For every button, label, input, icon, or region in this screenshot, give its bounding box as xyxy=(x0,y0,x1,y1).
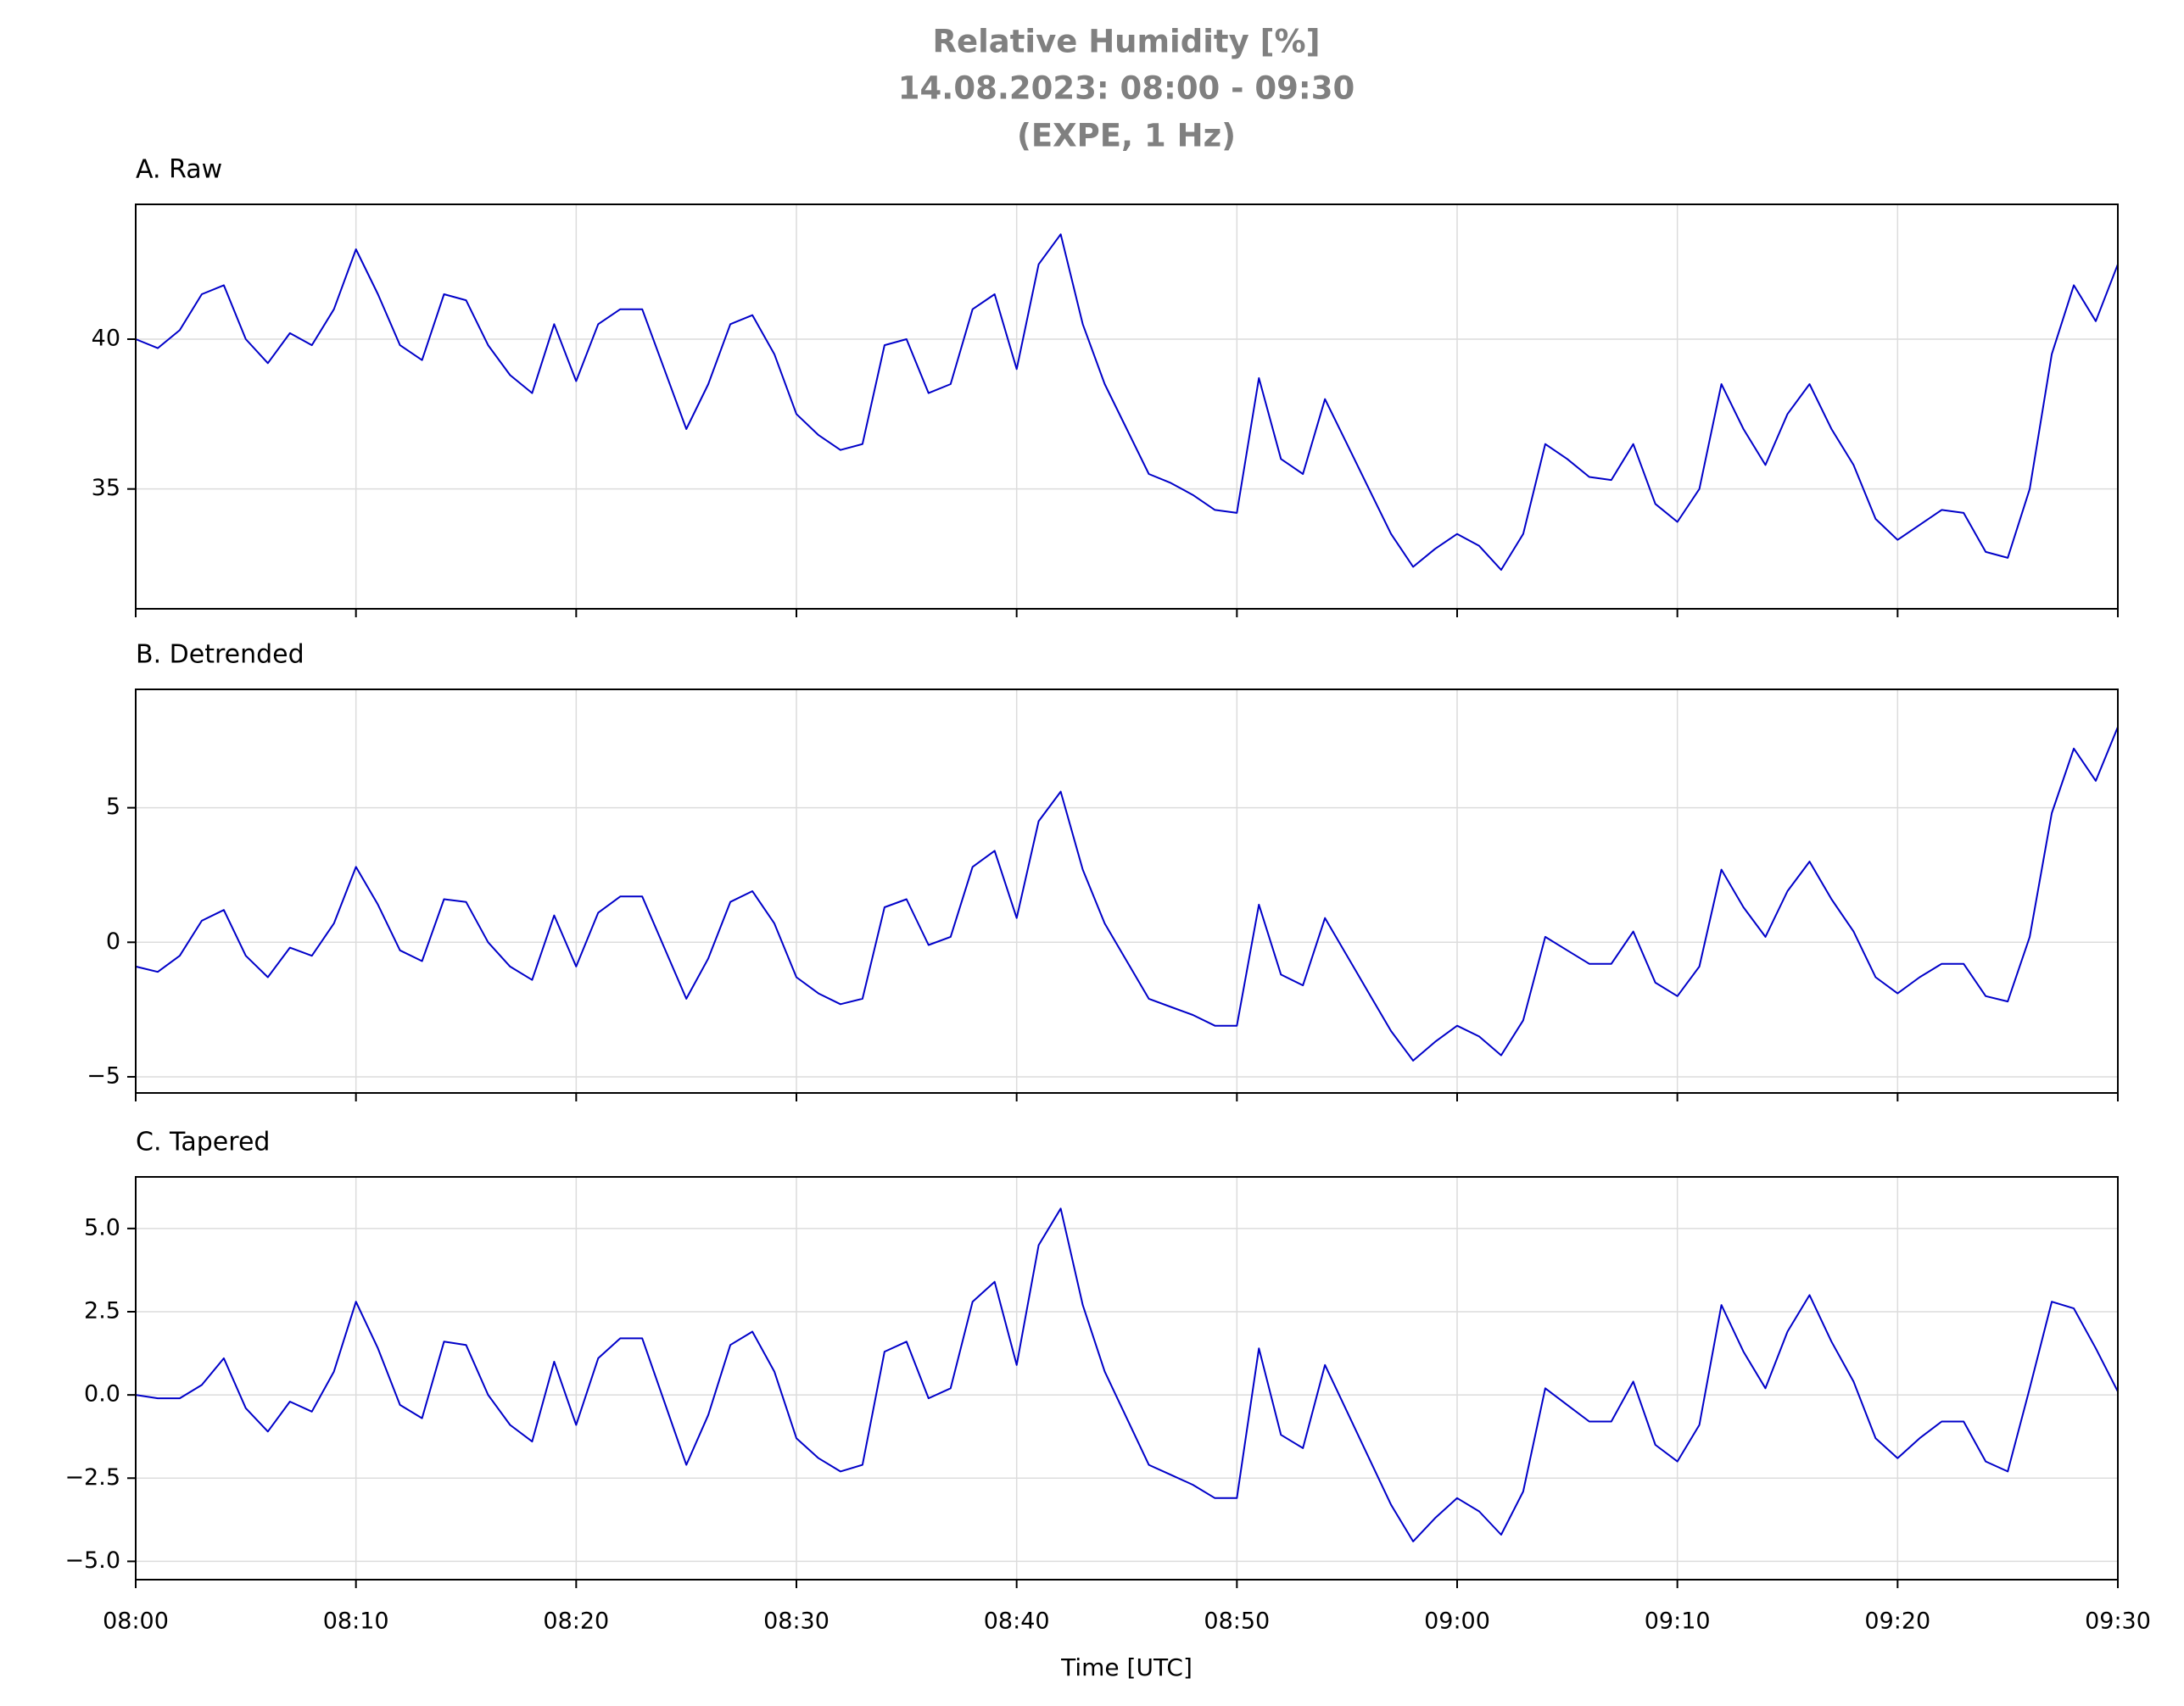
x-tick-label: 08:40 xyxy=(984,1608,1050,1635)
figure-title: 14.08.2023: 08:00 - 09:30 xyxy=(898,70,1355,107)
x-tick-label: 09:30 xyxy=(2085,1608,2151,1635)
x-tick-label: 08:20 xyxy=(543,1608,609,1635)
x-tick-label: 09:10 xyxy=(1645,1608,1711,1635)
axes-frame xyxy=(135,1176,2119,1581)
x-tick-label: 08:10 xyxy=(323,1608,389,1635)
y-tick-label: −5.0 xyxy=(64,1547,120,1574)
x-tick-label: 08:30 xyxy=(763,1608,829,1635)
data-line xyxy=(135,1207,2119,1542)
x-tick-label: 09:00 xyxy=(1424,1608,1490,1635)
y-tick-label: 35 xyxy=(92,475,120,501)
x-tick-label: 09:20 xyxy=(1864,1608,1930,1635)
data-line xyxy=(135,233,2119,571)
y-tick-label: 5 xyxy=(106,794,120,820)
y-tick-label: −5 xyxy=(87,1062,120,1089)
y-tick-label: 40 xyxy=(92,326,120,352)
y-tick-label: 0.0 xyxy=(84,1381,120,1408)
subplot-title: B. Detrended xyxy=(136,640,304,670)
axes-frame xyxy=(135,203,2119,610)
x-tick-label: 08:50 xyxy=(1204,1608,1270,1635)
data-line xyxy=(135,727,2119,1062)
figure-title: (EXPE, 1 Hz) xyxy=(1017,118,1236,154)
y-tick-label: 0 xyxy=(106,928,120,955)
y-tick-label: 2.5 xyxy=(84,1297,120,1324)
subplot-title: A. Raw xyxy=(136,155,222,185)
subplot-title: C. Tapered xyxy=(136,1128,270,1157)
x-axis-label: Time [UTC] xyxy=(1060,1653,1193,1681)
x-tick-label: 08:00 xyxy=(103,1608,169,1635)
axes-frame xyxy=(135,689,2119,1094)
y-tick-label: −2.5 xyxy=(64,1464,120,1491)
figure-title: Relative Humidity [%] xyxy=(933,24,1321,60)
y-tick-label: 5.0 xyxy=(84,1214,120,1240)
